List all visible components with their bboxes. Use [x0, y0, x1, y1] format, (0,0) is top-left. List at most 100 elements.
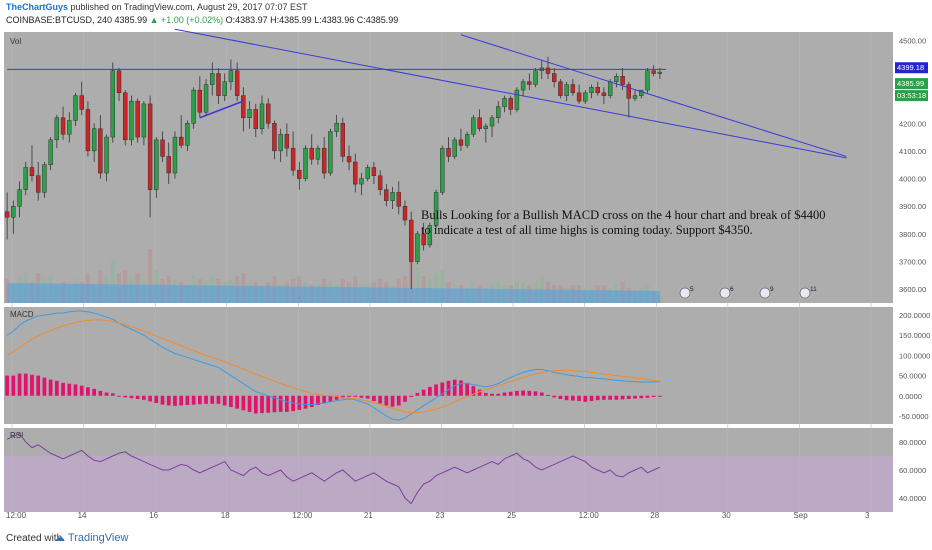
trendline [199, 100, 244, 119]
candle-down [626, 84, 631, 99]
candle-down [340, 123, 346, 157]
candle-down [346, 156, 352, 163]
candle-down [384, 189, 389, 201]
event-flag-icon [679, 287, 691, 299]
candle-down [36, 175, 41, 193]
macd-histogram-bar [266, 395, 271, 413]
macd-tick-label: -50.0000 [899, 412, 929, 421]
candle-up [415, 233, 420, 262]
macd-histogram-bar [322, 395, 327, 404]
volume-bar [415, 267, 420, 303]
candle-up [390, 192, 395, 201]
macd-histogram-bar [589, 395, 594, 402]
macd-histogram-bar [378, 395, 382, 404]
price-tick-label: 3600.00 [899, 285, 926, 294]
candle-down [545, 67, 551, 74]
candle-down [620, 76, 625, 85]
time-tick-label: 12:00 [579, 511, 600, 520]
macd-histogram-bar [434, 384, 438, 396]
candle-down [60, 117, 66, 135]
candle-up [48, 139, 53, 165]
macd-histogram-bar [191, 395, 196, 405]
macd-histogram-bar [483, 392, 488, 396]
event-count-label: 6 [730, 286, 734, 293]
trendline [460, 34, 847, 157]
macd-histogram-bar [595, 395, 600, 401]
change-text: +1.00 (+0.02%) [161, 15, 224, 25]
candle-down [123, 92, 128, 141]
macd-tick-label: 0.0000 [899, 392, 922, 401]
candle-down [353, 161, 358, 185]
candle-down [377, 175, 383, 190]
macd-histogram-bar [61, 382, 65, 396]
macd-histogram-bar [328, 395, 333, 402]
time-tick-label: 23 [436, 511, 445, 520]
macd-histogram-bar [185, 395, 190, 406]
candle-down [552, 73, 557, 82]
macd-histogram-bar [403, 395, 407, 402]
macd-histogram-bar [210, 395, 215, 404]
macd-histogram-bar [396, 395, 401, 406]
candle-up [583, 92, 588, 102]
macd-histogram-bar [477, 389, 482, 396]
candle-down [98, 128, 103, 174]
author-link[interactable]: TheChartGuys [6, 2, 69, 12]
candle-up [334, 123, 339, 132]
tradingview-logo[interactable]: ☁ TradingView [54, 532, 129, 544]
macd-histogram-bar [564, 395, 569, 401]
macd-histogram-bar [135, 395, 140, 399]
candle-up [228, 70, 234, 82]
macd-histogram-bar [546, 394, 550, 396]
macd-histogram-bar [527, 390, 532, 396]
candle-down [85, 109, 91, 152]
macd-histogram-bar [372, 395, 376, 402]
candle-down [290, 147, 296, 171]
candle-up [533, 70, 538, 85]
candle-up [502, 98, 507, 107]
candle-down [527, 81, 532, 85]
macd-histogram-bar [409, 395, 414, 397]
macd-histogram-bar [390, 395, 395, 407]
macd-histogram-bar [421, 389, 426, 396]
candle-down [421, 233, 426, 246]
last-price-text: 4385.99 [897, 79, 924, 88]
candle-down [135, 100, 140, 138]
macd-histogram-bar [602, 395, 606, 400]
candle-down [234, 70, 240, 96]
rsi-tick-label: 80.0000 [899, 438, 926, 447]
macd-histogram-bar [5, 375, 9, 396]
chart-area[interactable]: 4500.004300.004200.004100.004000.003900.… [0, 28, 932, 525]
candle-up [247, 109, 252, 118]
candle-down [79, 95, 84, 110]
candle-down [371, 167, 377, 176]
macd-histogram-bar [48, 379, 53, 396]
macd-histogram-bar [384, 395, 389, 406]
candle-down [284, 134, 290, 149]
macd-histogram-bar [459, 380, 463, 396]
macd-tick-label: 100.0000 [899, 351, 930, 360]
macd-histogram-bar [204, 395, 208, 404]
publish-line: TheChartGuys published on TradingView.co… [6, 2, 308, 12]
ohlc-line: COINBASE:BTCUSD, 240 4385.99 ▲ +1.00 (+0… [6, 15, 398, 25]
candle-up [483, 125, 489, 129]
macd-histogram-bar [30, 374, 34, 396]
candle-up [259, 103, 265, 129]
change-value: ▲ +1.00 (+0.02%) [149, 15, 224, 25]
macd-histogram-bar [490, 393, 494, 396]
macd-histogram-bar [129, 395, 134, 399]
macd-histogram-bar [359, 395, 364, 398]
macd-histogram-bar [415, 392, 420, 396]
annotation-line2: to indicate a test of all time highs is … [421, 223, 753, 237]
macd-histogram-bar [446, 380, 451, 396]
price-tick-label: 3900.00 [899, 202, 926, 211]
macd-tick-label: 50.0000 [899, 372, 926, 381]
price-axis-area [893, 32, 932, 512]
candle-down [147, 103, 153, 190]
candle-down [29, 167, 35, 176]
macd-histogram-bar [54, 380, 59, 396]
chart-svg[interactable]: 4500.004300.004200.004100.004000.003900.… [0, 28, 932, 525]
macd-histogram-bar [197, 395, 202, 405]
candle-up [91, 128, 97, 152]
candle-down [116, 70, 122, 94]
macd-histogram-bar [241, 395, 246, 411]
